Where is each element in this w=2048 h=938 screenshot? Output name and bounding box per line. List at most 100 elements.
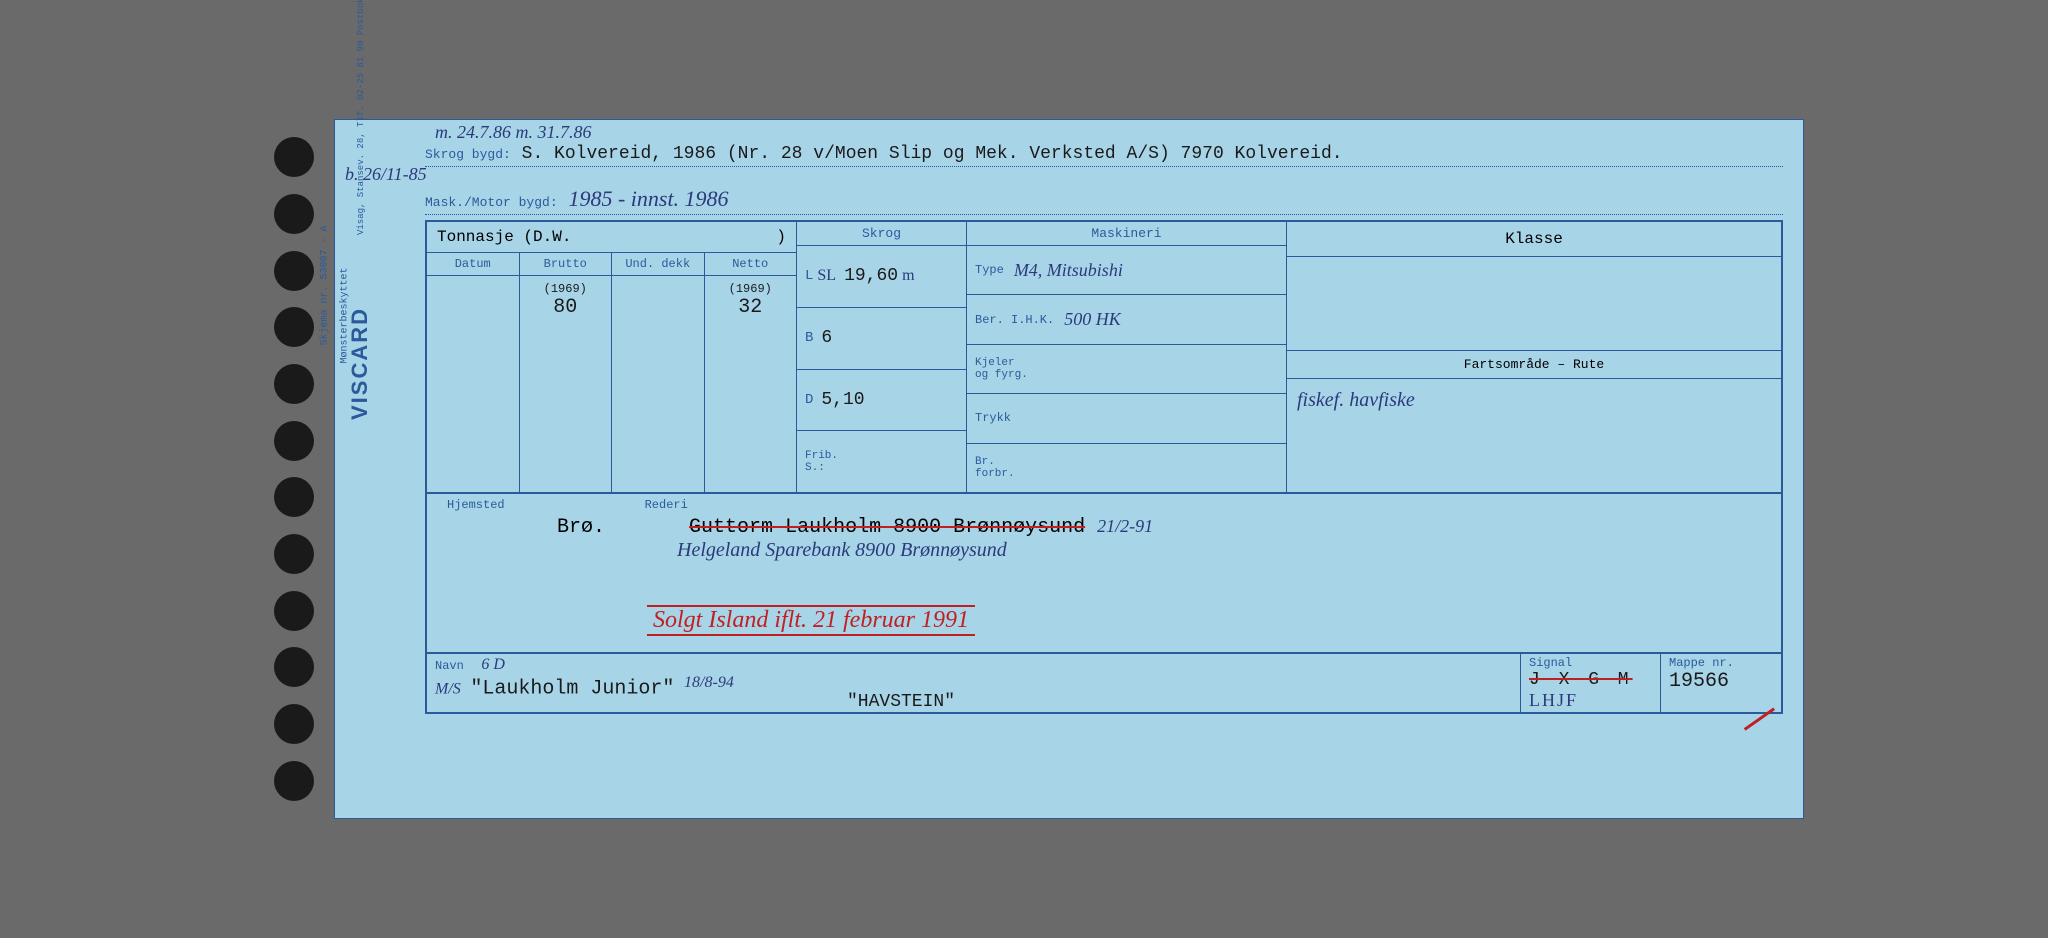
hole (274, 647, 314, 687)
hjemsted-label: Hjemsted (447, 498, 505, 512)
mask-type-value: M4, Mitsubishi (1014, 260, 1123, 281)
mask-kjeler-row: Kjeler og fyrg. (967, 345, 1286, 394)
skrog-l-row: L SL 19,60 m (797, 246, 966, 308)
hole (274, 591, 314, 631)
skrog-l-hand-prefix: SL (817, 267, 836, 285)
mappe-label: Mappe nr. (1669, 656, 1773, 670)
upper-columns: Tonnasje (D.W. ) Datum Brutto Und. dekk … (427, 222, 1781, 492)
netto-value: 32 (709, 296, 793, 319)
fartsomrade-value: fiskef. havfiske (1297, 389, 1415, 411)
navn-label: Navn (435, 659, 464, 673)
skrog-b-label: B (805, 330, 813, 346)
skrog-b-value: 6 (821, 328, 832, 348)
fartsomrade-body: fiskef. havfiske (1287, 379, 1781, 492)
signal-handwritten: LHJF (1529, 690, 1652, 711)
signal-label: Signal (1529, 656, 1652, 670)
hole (274, 421, 314, 461)
mask-type-label: Type (975, 263, 1004, 277)
klasse-body (1287, 257, 1781, 351)
mask-type-row: Type M4, Mitsubishi (967, 246, 1286, 295)
rederi-line-1: Brø. Guttorm Laukholm 8900 Brønnøysund 2… (437, 516, 1771, 539)
hole (274, 137, 314, 177)
tonnasje-header: Tonnasje (D.W. ) (427, 222, 796, 253)
klasse-header: Klasse (1287, 222, 1781, 257)
hole (274, 477, 314, 517)
skrog-frib-row: Frib. S.: (797, 431, 966, 492)
skrog-header: Skrog (797, 222, 966, 246)
main-table: Tonnasje (D.W. ) Datum Brutto Und. dekk … (425, 220, 1783, 714)
side-labels: VISCARD Skjema nr. 53007 - A Mønsterbesk… (339, 120, 419, 818)
netto-label: Netto (705, 253, 797, 275)
brutto-cell: (1969) 80 (520, 276, 613, 492)
maskineri-column: Maskineri Type M4, Mitsubishi Ber. I.H.K… (967, 222, 1287, 492)
und-dekk-cell (612, 276, 705, 492)
skrog-column: Skrog L SL 19,60 m B 6 D (797, 222, 967, 492)
bottom-row: Navn 6 D M/S "Laukholm Junior" 18/8-94 "… (427, 652, 1781, 712)
brutto-label: Brutto (520, 253, 613, 275)
netto-cell: (1969) 32 (705, 276, 797, 492)
corner-mark-icon (1735, 686, 1775, 710)
margin-date-note: b. 26/11-85 (345, 164, 427, 185)
tonnasje-subheader: Datum Brutto Und. dekk Netto (427, 253, 796, 276)
datum-label: Datum (427, 253, 520, 275)
hjemsted-rederi-section: Hjemsted Rederi Brø. Guttorm Laukholm 89… (427, 492, 1781, 652)
navn-hand-note: 6 D (481, 656, 505, 673)
mask-ihk-value: 500 HK (1064, 309, 1121, 330)
hole (274, 194, 314, 234)
viscard-brand: VISCARD (347, 307, 373, 420)
top-handwritten-dates: m. 24.7.86 m. 31.7.86 (435, 122, 592, 143)
motor-bygd-line: Mask./Motor bygd: 1985 - innst. 1986 (425, 186, 1783, 215)
skrog-l-unit: m (902, 267, 914, 285)
navn-cell: Navn 6 D M/S "Laukholm Junior" 18/8-94 "… (427, 654, 1521, 712)
skrog-l-label: L (805, 268, 813, 284)
rederi-line-2: Helgeland Sparebank 8900 Brønnøysund (437, 539, 1771, 562)
skrog-b-row: B 6 (797, 308, 966, 370)
klasse-column: Klasse Fartsområde – Rute fiskef. havfis… (1287, 222, 1781, 492)
hjemsted-value: Brø. (557, 516, 605, 539)
fartsomrade-header: Fartsområde – Rute (1287, 351, 1781, 379)
sold-note-red: Solgt Island iflt. 21 februar 1991 (647, 605, 975, 636)
datum-cell (427, 276, 520, 492)
brutto-value: 80 (524, 296, 608, 319)
tonnasje-data-row: (1969) 80 (1969) 32 (427, 276, 796, 492)
rederi-label: Rederi (645, 498, 688, 512)
motor-value: 1985 - innst. 1986 (568, 186, 728, 211)
navn-main: "Laukholm Junior" (470, 677, 674, 700)
skrog-bygd-label: Skrog bygd: (425, 147, 511, 162)
mask-ihk-label: Ber. I.H.K. (975, 313, 1054, 327)
signal-cell: Signal J X G M LHJF (1521, 654, 1661, 712)
mappe-cell: Mappe nr. 19566 (1661, 654, 1781, 712)
mask-trykk-row: Trykk (967, 394, 1286, 443)
tonnasje-close-paren: ) (776, 228, 786, 246)
tonnasje-column: Tonnasje (D.W. ) Datum Brutto Und. dekk … (427, 222, 797, 492)
hole (274, 307, 314, 347)
brutto-year-note: (1969) (524, 282, 608, 296)
tonnasje-label: Tonnasje (D.W. (437, 228, 571, 246)
side-address: Visag, Stansev. 28, Tlf. 02-25 81 90 Pos… (356, 0, 366, 235)
mask-ihk-row: Ber. I.H.K. 500 HK (967, 295, 1286, 344)
netto-year-note: (1969) (709, 282, 793, 296)
hole (274, 364, 314, 404)
rederi-struck-text: Guttorm Laukholm 8900 Brønnøysund (689, 516, 1085, 539)
index-card: VISCARD Skjema nr. 53007 - A Mønsterbesk… (244, 119, 1804, 819)
hole (274, 251, 314, 291)
skrog-d-row: D 5,10 (797, 370, 966, 432)
navn-prefix: M/S (435, 680, 461, 697)
navn-sub: "HAVSTEIN" (847, 692, 955, 712)
skrog-bygd-value: S. Kolvereid, 1986 (Nr. 28 v/Moen Slip o… (522, 144, 1343, 164)
maskineri-header: Maskineri (967, 222, 1286, 246)
signal-struck: J X G M (1529, 670, 1652, 690)
skrog-d-value: 5,10 (821, 390, 864, 410)
hole (274, 761, 314, 801)
lower-labels: Hjemsted Rederi (437, 498, 1771, 512)
navn-date: 18/8-94 (684, 674, 734, 691)
skrog-d-label: D (805, 392, 813, 408)
hole (274, 704, 314, 744)
card-body: VISCARD Skjema nr. 53007 - A Mønsterbesk… (334, 119, 1804, 819)
card-content: m. 24.7.86 m. 31.7.86 b. 26/11-85 Skrog … (415, 120, 1793, 818)
rederi-strike-date: 21/2-91 (1097, 516, 1153, 536)
skrog-bygd-line: Skrog bygd: S. Kolvereid, 1986 (Nr. 28 v… (425, 144, 1783, 167)
motor-label: Mask./Motor bygd: (425, 195, 558, 210)
und-dekk-label: Und. dekk (612, 253, 705, 275)
skrog-l-value: 19,60 (844, 266, 898, 286)
